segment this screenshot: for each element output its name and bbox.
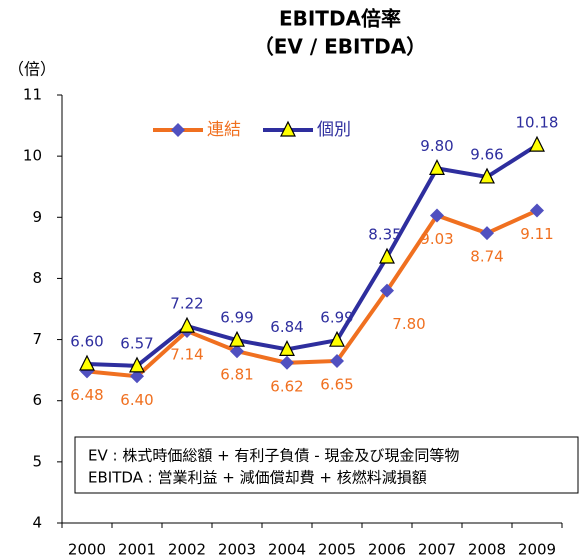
y-axis-label: （倍） bbox=[8, 60, 56, 79]
y-tick-label: 9 bbox=[32, 208, 42, 226]
marker bbox=[279, 340, 295, 356]
y-tick-label: 5 bbox=[32, 452, 42, 470]
data-label: 6.48 bbox=[70, 386, 103, 404]
note: EBITDA : 営業利益 + 減価償却費 + 核燃料減損額 bbox=[88, 469, 427, 487]
data-label: 7.22 bbox=[170, 295, 203, 313]
y-tick-label: 7 bbox=[32, 330, 42, 348]
marker bbox=[430, 208, 444, 223]
marker bbox=[479, 167, 495, 184]
note: EV : 株式時価総額 + 有利子負債 - 現金及び現金同等物 bbox=[88, 447, 459, 465]
data-label: 6.57 bbox=[120, 334, 153, 352]
data-label: 6.40 bbox=[120, 391, 153, 409]
marker bbox=[171, 123, 185, 137]
notes-box bbox=[74, 436, 579, 494]
marker bbox=[280, 120, 296, 137]
series-line bbox=[86, 208, 538, 379]
y-tick-label: 10 bbox=[23, 147, 42, 165]
x-tick-label: 2003 bbox=[218, 541, 256, 559]
y-tick-label: 8 bbox=[32, 269, 42, 287]
x-tick-label: 2009 bbox=[518, 541, 556, 559]
data-label: 6.62 bbox=[270, 377, 303, 395]
marker bbox=[379, 247, 395, 264]
data-label: 6.99 bbox=[220, 309, 253, 327]
marker bbox=[529, 135, 545, 152]
marker bbox=[330, 353, 344, 368]
chart-subtitle: （EV / EBITDA） bbox=[254, 35, 426, 59]
data-label: 9.80 bbox=[420, 137, 453, 155]
marker bbox=[130, 369, 144, 384]
x-tick-label: 2001 bbox=[118, 541, 156, 559]
data-label: 6.99 bbox=[320, 309, 353, 327]
legend-label: 個別 bbox=[317, 120, 351, 140]
legend-label: 連結 bbox=[207, 120, 241, 140]
data-label: 10.18 bbox=[516, 114, 559, 132]
marker bbox=[230, 344, 244, 359]
data-label: 9.03 bbox=[420, 230, 453, 248]
chart-title: EBITDA倍率 bbox=[279, 7, 401, 31]
marker bbox=[380, 283, 394, 298]
x-tick-label: 2004 bbox=[268, 541, 306, 559]
data-label: 8.74 bbox=[470, 248, 503, 266]
data-label: 6.84 bbox=[270, 318, 303, 336]
marker bbox=[179, 316, 195, 333]
data-label: 8.35 bbox=[368, 226, 401, 244]
marker bbox=[329, 330, 345, 347]
data-label: 6.60 bbox=[70, 333, 103, 351]
data-label: 6.65 bbox=[320, 375, 353, 393]
marker bbox=[429, 159, 445, 175]
x-tick-label: 2005 bbox=[318, 541, 356, 559]
marker bbox=[530, 203, 544, 218]
x-tick-label: 2007 bbox=[418, 541, 456, 559]
series-line bbox=[86, 143, 539, 368]
y-tick-label: 4 bbox=[32, 514, 42, 532]
x-tick-label: 2008 bbox=[468, 541, 506, 559]
data-label: 7.80 bbox=[392, 315, 425, 333]
x-tick-label: 2002 bbox=[168, 541, 206, 559]
x-tick-label: 2000 bbox=[68, 541, 106, 559]
marker bbox=[79, 354, 95, 371]
y-tick-label: 6 bbox=[32, 391, 42, 409]
y-tick-label: 11 bbox=[23, 86, 42, 104]
data-label: 7.14 bbox=[170, 346, 203, 364]
x-tick-label: 2006 bbox=[368, 541, 406, 559]
marker bbox=[480, 226, 494, 241]
marker bbox=[280, 355, 294, 370]
data-label: 6.81 bbox=[220, 366, 253, 384]
data-label: 9.66 bbox=[470, 145, 503, 163]
marker bbox=[129, 356, 145, 373]
marker bbox=[229, 330, 245, 347]
data-label: 9.11 bbox=[520, 225, 553, 243]
